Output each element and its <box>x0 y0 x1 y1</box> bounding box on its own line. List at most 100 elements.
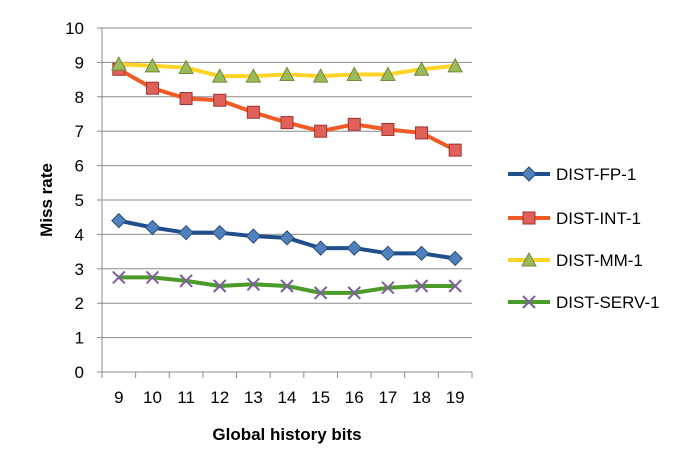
data-point-dist-serv-1 <box>448 279 462 293</box>
x-axis-title: Global history bits <box>212 425 361 444</box>
y-tick-label: 7 <box>75 122 84 141</box>
data-point-dist-serv-1 <box>414 279 429 293</box>
data-point-dist-fp-1 <box>212 224 228 241</box>
data-point-dist-serv-1 <box>179 274 193 288</box>
data-point-dist-mm-1 <box>279 66 295 81</box>
legend-swatch-marker <box>521 166 537 182</box>
data-point-dist-int-1 <box>314 124 328 138</box>
legend-item-dist-int-1: DIST-INT-1 <box>508 209 641 228</box>
data-point-dist-int-1 <box>179 92 193 106</box>
y-tick-label: 4 <box>75 225 84 244</box>
y-axis-title: Miss rate <box>37 163 56 237</box>
data-point-dist-mm-1 <box>110 56 127 71</box>
x-tick-label: 15 <box>311 388 330 407</box>
data-point-dist-mm-1 <box>380 66 396 81</box>
series-dist-fp-1 <box>111 212 463 267</box>
y-tick-label: 10 <box>65 19 84 38</box>
data-point-dist-mm-1 <box>211 68 228 83</box>
legend-swatch-marker <box>522 295 536 309</box>
data-point-dist-int-1 <box>246 105 260 119</box>
x-tick-label: 10 <box>143 388 162 407</box>
data-point-dist-mm-1 <box>245 68 262 83</box>
legend-swatch-marker <box>522 211 536 225</box>
y-tick-label: 8 <box>75 88 84 107</box>
legend-label: DIST-FP-1 <box>556 165 636 184</box>
data-point-dist-fp-1 <box>178 224 194 241</box>
data-point-dist-fp-1 <box>144 219 161 236</box>
data-point-dist-serv-1 <box>145 270 160 285</box>
marker-stroke <box>213 279 227 293</box>
marker-stroke <box>313 286 328 300</box>
x-tick-label: 12 <box>210 388 229 407</box>
data-point-dist-int-1 <box>280 116 294 130</box>
legend-label: DIST-SERV-1 <box>556 293 660 312</box>
legend-label: DIST-MM-1 <box>556 251 643 270</box>
data-point-dist-int-1 <box>145 81 159 95</box>
marker-stroke <box>112 270 126 285</box>
data-point-dist-fp-1 <box>279 230 295 246</box>
series-dist-mm-1 <box>110 56 464 83</box>
data-point-dist-int-1 <box>381 122 395 136</box>
x-tick-label: 14 <box>278 388 297 407</box>
data-point-dist-fp-1 <box>380 245 396 262</box>
y-tick-label: 9 <box>75 53 84 72</box>
data-point-dist-mm-1 <box>447 57 464 73</box>
x-tick-label: 17 <box>378 388 397 407</box>
data-point-dist-serv-1 <box>213 279 227 293</box>
data-point-dist-fp-1 <box>111 212 127 229</box>
data-point-dist-int-1 <box>415 126 429 140</box>
data-point-dist-mm-1 <box>413 61 430 76</box>
y-tick-label: 6 <box>75 157 84 176</box>
gridlines <box>102 27 472 339</box>
marker-stroke <box>179 274 193 288</box>
x-tick-label: 18 <box>412 388 431 407</box>
x-tick-label: 19 <box>446 388 465 407</box>
y-tick-label: 1 <box>75 329 84 348</box>
marker-stroke <box>381 281 395 295</box>
legend-swatch-marker <box>521 251 537 267</box>
data-point-dist-serv-1 <box>112 270 126 285</box>
data-point-dist-serv-1 <box>246 277 261 291</box>
data-point-dist-serv-1 <box>347 286 361 300</box>
legend-label: DIST-INT-1 <box>556 209 641 228</box>
data-point-dist-fp-1 <box>245 228 262 244</box>
marker-stroke <box>145 270 160 285</box>
marker-stroke <box>280 279 294 293</box>
x-tick-label: 16 <box>345 388 364 407</box>
data-point-dist-int-1 <box>448 143 462 157</box>
series-group <box>110 56 464 300</box>
data-point-dist-mm-1 <box>144 57 161 73</box>
x-tick-label: 13 <box>244 388 263 407</box>
x-tick-labels: 9 10 11 12 13 14 15 16 17 18 19 <box>114 388 465 407</box>
data-point-dist-fp-1 <box>447 250 463 267</box>
marker-stroke <box>448 279 462 293</box>
data-point-dist-int-1 <box>213 93 227 107</box>
legend-item-dist-serv-1: DIST-SERV-1 <box>508 293 660 312</box>
y-tick-label: 3 <box>75 260 84 279</box>
data-point-dist-mm-1 <box>346 66 363 81</box>
legend-item-dist-mm-1: DIST-MM-1 <box>508 251 643 270</box>
legend-item-dist-fp-1: DIST-FP-1 <box>508 165 636 184</box>
series-line-dist-int-1 <box>117 67 457 152</box>
y-tick-label: 2 <box>75 294 84 313</box>
data-point-dist-mm-1 <box>178 59 194 75</box>
axes <box>97 27 473 378</box>
marker-stroke <box>414 279 429 293</box>
y-tick-labels: 0 1 2 3 4 5 6 7 8 9 10 <box>65 19 84 382</box>
data-point-dist-serv-1 <box>313 286 328 300</box>
y-tick-label: 0 <box>75 363 84 382</box>
marker-stroke <box>522 295 536 309</box>
data-point-dist-mm-1 <box>312 68 329 83</box>
marker-stroke <box>246 277 261 291</box>
x-tick-label: 11 <box>177 388 195 407</box>
series-dist-serv-1 <box>112 270 462 300</box>
data-point-dist-fp-1 <box>413 245 430 262</box>
legend: DIST-FP-1 DIST-INT-1 DIST-MM-1 DIST-SERV-1 <box>508 165 660 312</box>
marker-stroke <box>347 286 361 300</box>
data-point-dist-serv-1 <box>381 281 395 295</box>
data-point-dist-serv-1 <box>280 279 294 293</box>
x-tick-label: 9 <box>114 388 123 407</box>
data-point-dist-fp-1 <box>312 240 329 256</box>
data-point-dist-int-1 <box>347 117 361 131</box>
